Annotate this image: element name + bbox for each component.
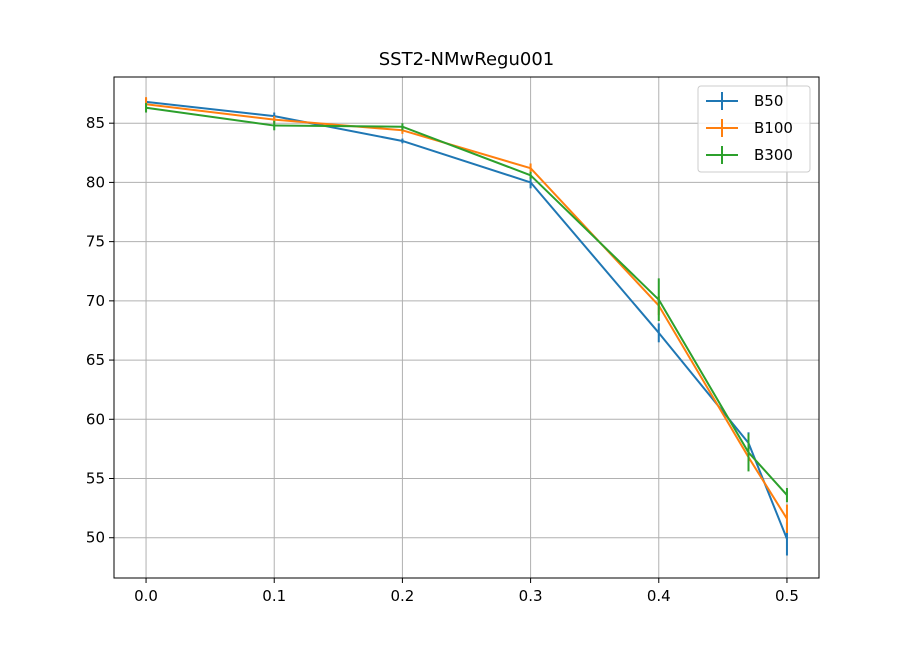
plot-frame bbox=[113, 76, 820, 579]
y-axis: 50 55 60 65 70 75 80 85 bbox=[86, 114, 114, 547]
y-tick-label: 70 bbox=[86, 292, 105, 310]
series-group bbox=[145, 97, 788, 556]
y-tick-label: 60 bbox=[86, 410, 105, 428]
legend-label: B50 bbox=[754, 92, 783, 110]
legend-label: B100 bbox=[754, 119, 793, 137]
x-tick-label: 0.0 bbox=[134, 587, 158, 605]
x-tick-label: 0.3 bbox=[519, 587, 543, 605]
grid bbox=[114, 77, 819, 578]
x-axis: 0.0 0.1 0.2 0.3 0.4 0.5 bbox=[134, 578, 799, 605]
y-tick-label: 80 bbox=[86, 173, 105, 191]
y-tick-label: 85 bbox=[86, 114, 105, 132]
legend: B50 B100 B300 bbox=[697, 85, 811, 173]
series-b300 bbox=[145, 103, 788, 503]
x-tick-label: 0.2 bbox=[390, 587, 414, 605]
x-tick-label: 0.1 bbox=[262, 587, 286, 605]
legend-box bbox=[697, 85, 811, 173]
y-tick-label: 75 bbox=[86, 233, 105, 251]
x-tick-label: 0.4 bbox=[647, 587, 671, 605]
y-tick-label: 55 bbox=[86, 470, 105, 488]
y-tick-label: 65 bbox=[86, 351, 105, 369]
y-tick-label: 50 bbox=[86, 529, 105, 547]
legend-label: B300 bbox=[754, 146, 793, 164]
chart-title: SST2-NMwRegu001 bbox=[379, 49, 554, 70]
x-tick-label: 0.5 bbox=[775, 587, 799, 605]
